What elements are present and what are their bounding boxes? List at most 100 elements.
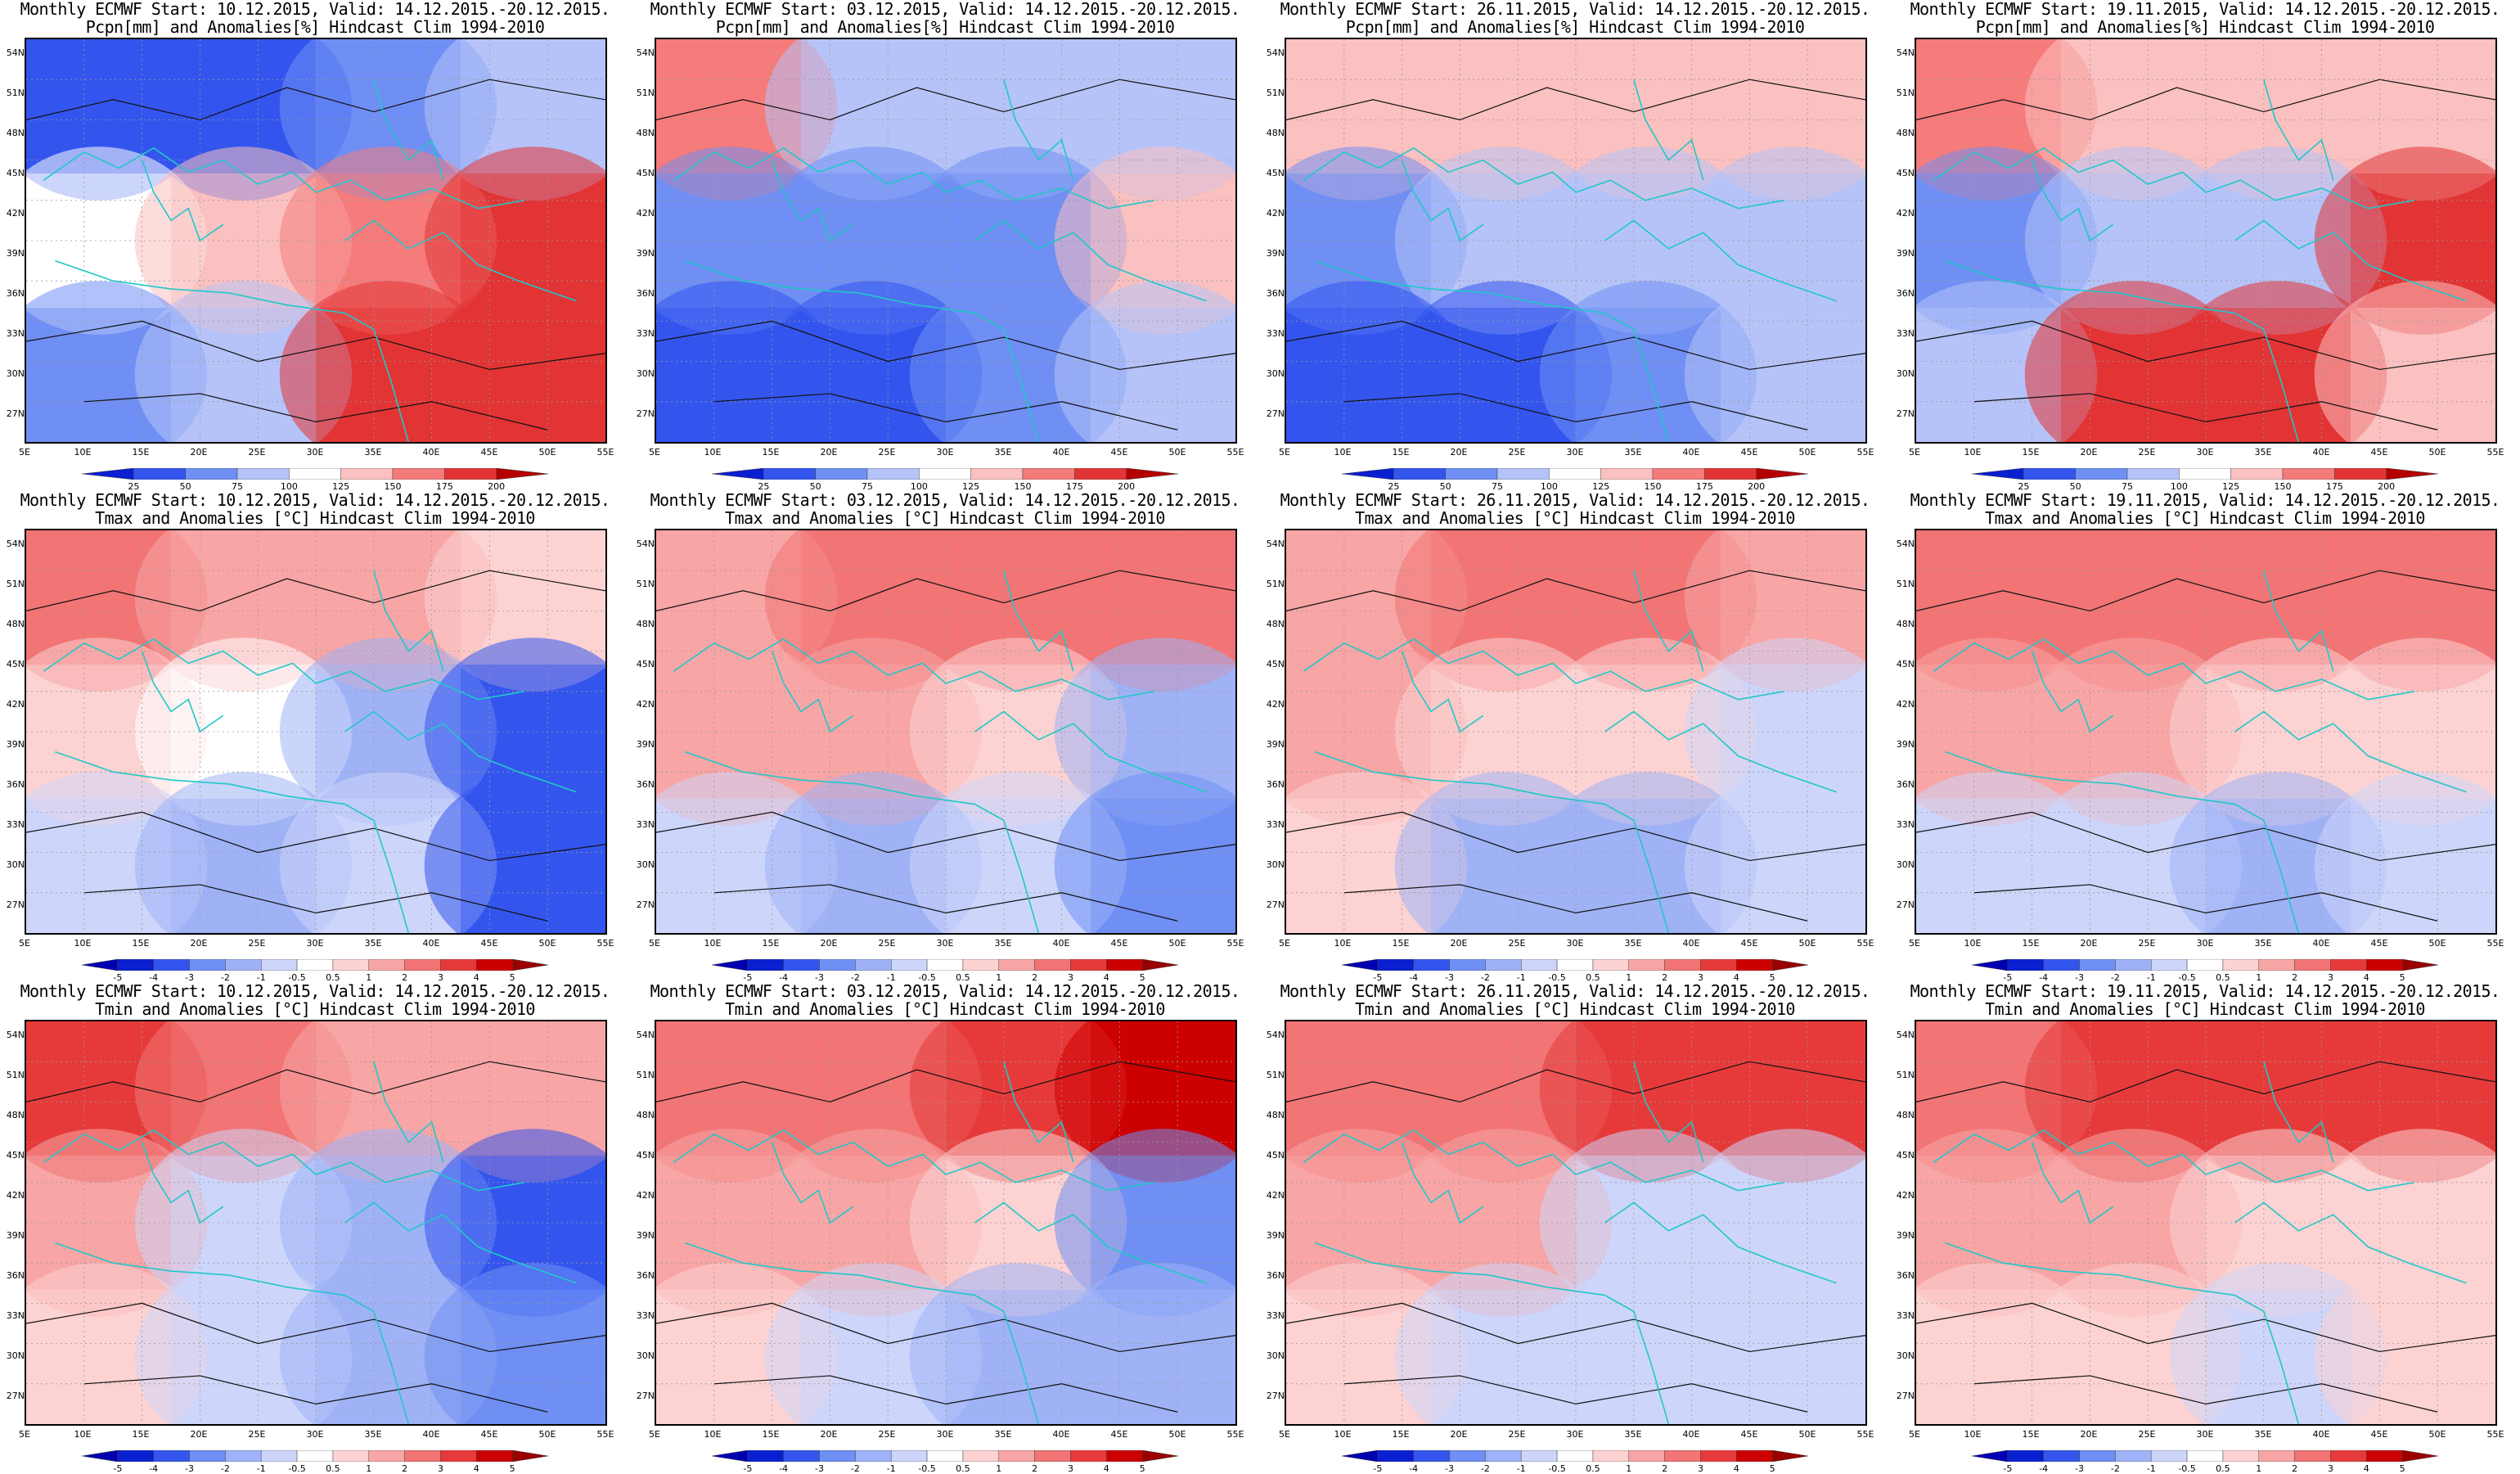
colorbar-segment [1126, 468, 1178, 480]
colorbar-label: -1 [2146, 1463, 2156, 1474]
colorbar-label: 125 [962, 481, 980, 492]
colorbar-label: 1 [366, 1463, 372, 1474]
coastline [1003, 1061, 1074, 1163]
latitude-tick-label: 51N [6, 88, 25, 98]
longitude-tick-label: 40E [1052, 938, 1070, 949]
anomaly-blob [2314, 1263, 2495, 1424]
colorbar-label: 150 [1014, 481, 1032, 492]
colorbar-label: 5 [1139, 1463, 1145, 1474]
colorbar-label: 4 [2363, 972, 2369, 983]
longitude-tick-label: 10E [74, 1429, 92, 1440]
colorbar-label: 4 [1733, 1463, 1739, 1474]
colorbar-label: 25 [2018, 481, 2030, 492]
colorbar-segment [819, 1450, 856, 1462]
colorbar-segment [998, 1450, 1035, 1462]
coastline [55, 259, 410, 442]
colorbar-label: -4 [2039, 1463, 2049, 1474]
colorbar-segment [1074, 468, 1127, 480]
longitude-tick-label: 55E [596, 447, 614, 458]
coastline [1315, 259, 1670, 442]
latitude-tick-label: 48N [1896, 128, 1915, 138]
latitude-tick-label: 45N [636, 659, 655, 669]
longitude-tick-label: 55E [1856, 938, 1874, 949]
colorbar-segment [2150, 1450, 2188, 1462]
colorbar-segment [1520, 1450, 1558, 1462]
latitude-tick-label: 27N [1896, 899, 1915, 910]
colorbar-segment [1972, 468, 2024, 480]
colorbar-segment [2007, 1450, 2044, 1462]
colorbar-label: 75 [232, 481, 243, 492]
colorbar-label: 200 [2378, 481, 2396, 492]
colorbar-label: -1 [256, 1463, 266, 1474]
latitude-tick-label: 45N [636, 168, 655, 178]
coastline [141, 1142, 224, 1224]
longitude-tick-label: 40E [1052, 447, 1070, 458]
colorbar-label: 5 [1139, 972, 1145, 983]
colorbar-label: 3 [1697, 972, 1703, 983]
longitude-tick-label: 45E [1110, 1429, 1128, 1440]
colorbar-segment [332, 1450, 370, 1462]
colorbar-label: -1 [886, 972, 896, 983]
coastline [1003, 79, 1074, 181]
anomaly-blob [424, 281, 605, 442]
colorbar [712, 468, 1178, 480]
longitude-tick-label: 15E [1392, 1429, 1410, 1440]
latitude-tick-label: 45N [1266, 168, 1285, 178]
longitude-tick-label: 50E [538, 1429, 556, 1440]
longitude-tick-label: 15E [2022, 1429, 2040, 1440]
coastline [1315, 751, 1670, 933]
coastline [43, 1129, 525, 1192]
coastline [373, 1061, 444, 1163]
colorbar-segment [747, 1450, 784, 1462]
colorbar-segment [153, 1450, 190, 1462]
contour-line [1286, 79, 1865, 121]
coastline [1303, 146, 1785, 210]
colorbar-label: 1 [1626, 1463, 1632, 1474]
latitude-tick-label: 48N [6, 128, 25, 138]
coastline [2263, 570, 2334, 672]
longitude-tick-label: 40E [2312, 938, 2330, 949]
anomaly-blob [1684, 1263, 1865, 1424]
longitude-tick-label: 20E [2080, 938, 2098, 949]
colorbar-segment [819, 959, 856, 971]
colorbar-segment [1141, 1450, 1178, 1462]
colorbar-segment [2150, 959, 2188, 971]
latitude-tick-label: 36N [1896, 779, 1915, 790]
latitude-tick-label: 39N [6, 248, 25, 259]
panel-subtitle: Tmin and Anomalies [°C] Hindcast Clim 19… [725, 999, 1165, 1019]
colorbar-segment [1377, 959, 1414, 971]
latitude-tick-label: 48N [6, 619, 25, 629]
colorbar-segment [2023, 468, 2076, 480]
latitude-tick-label: 39N [636, 739, 655, 750]
longitude-tick-label: 35E [994, 1429, 1012, 1440]
latitude-tick-label: 39N [1266, 248, 1285, 259]
coastline [55, 1242, 410, 1424]
latitude-tick-label: 42N [1896, 699, 1915, 710]
longitude-tick-label: 45E [2370, 447, 2388, 458]
panel-title: Monthly ECMWF Start: 10.12.2015, Valid: … [20, 981, 610, 1001]
contour-line [1916, 1302, 2495, 1353]
colorbar-segment [476, 1450, 513, 1462]
map-area [1285, 1020, 1867, 1426]
latitude-tick-label: 27N [1896, 1391, 1915, 1401]
latitude-tick-label: 54N [1266, 47, 1285, 58]
latitude-tick-label: 30N [636, 1350, 655, 1361]
colorbar-label: 3 [2327, 1463, 2333, 1474]
latitude-tick-label: 42N [1896, 1190, 1915, 1201]
latitude-tick-label: 51N [636, 1070, 655, 1080]
contour-line [26, 320, 605, 371]
longitude-tick-label: 45E [1740, 447, 1758, 458]
longitude-tick-label: 50E [538, 447, 556, 458]
latitude-tick-label: 36N [6, 1270, 25, 1281]
map-panel: Monthly ECMWF Start: 26.11.2015, Valid: … [1260, 491, 1890, 983]
latitude-tick-label: 30N [6, 1350, 25, 1361]
colorbar-label: -0.5 [2178, 1463, 2196, 1474]
colorbar-label: 0.5 [326, 1463, 340, 1474]
colorbar-label: 175 [2325, 481, 2343, 492]
panel-title: Monthly ECMWF Start: 03.12.2015, Valid: … [650, 490, 1240, 510]
anomaly-field [1916, 530, 2495, 933]
colorbar-label: 3 [1067, 1463, 1073, 1474]
latitude-tick-label: 42N [6, 1190, 25, 1201]
latitude-tick-label: 45N [1896, 1150, 1915, 1161]
map-area [1285, 529, 1867, 935]
